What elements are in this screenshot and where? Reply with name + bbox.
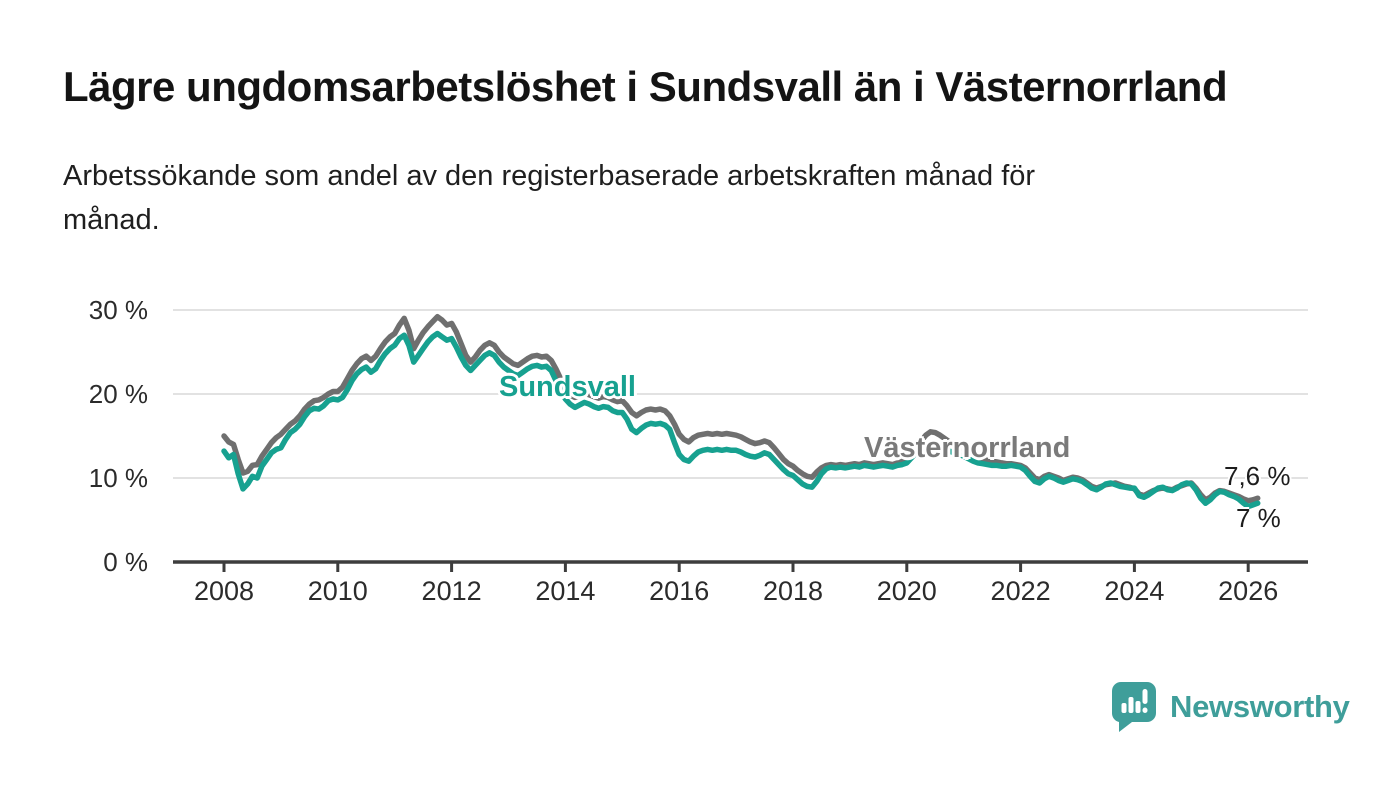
end-value-label-vasternorrland: 7,6 % — [1224, 461, 1291, 491]
svg-text:2012: 2012 — [422, 576, 482, 606]
x-axis — [173, 560, 1308, 572]
svg-text:20 %: 20 % — [89, 379, 148, 409]
series-lines — [221, 313, 1261, 510]
series-label-sundsvall: Sundsvall — [499, 371, 636, 403]
chart-subtitle: Arbetssökande som andel av den registerb… — [63, 160, 1036, 236]
gridlines — [173, 309, 1308, 479]
axis-tick-labels: 30 % 20 % 10 % 0 % 2008 2010 2012 2014 2016 2018 2… — [89, 295, 1279, 606]
svg-text:2024: 2024 — [1104, 576, 1164, 606]
series-label-vasternorrland: Västernorrland — [864, 432, 1071, 464]
newsworthy-logo-text: Newsworthy — [1170, 688, 1350, 724]
newsworthy-logo: Newsworthy — [1111, 681, 1350, 732]
svg-text:2014: 2014 — [535, 576, 595, 606]
svg-text:2016: 2016 — [649, 576, 709, 606]
svg-text:2018: 2018 — [763, 576, 823, 606]
series-line-sundsvall — [221, 330, 1261, 510]
end-value-label-sundsvall: 7 % — [1236, 503, 1281, 533]
svg-text:10 %: 10 % — [89, 463, 148, 493]
svg-text:2010: 2010 — [308, 576, 368, 606]
page-title: Lägre ungdomsarbetslöshet i Sundsvall än… — [63, 63, 1228, 110]
svg-text:30 %: 30 % — [89, 295, 148, 325]
svg-text:2026: 2026 — [1218, 576, 1278, 606]
newsworthy-bubble-chart-icon — [1111, 681, 1159, 732]
series-line-västernorrland — [221, 313, 1261, 504]
svg-text:2020: 2020 — [877, 576, 937, 606]
svg-text:2008: 2008 — [194, 576, 254, 606]
svg-text:2022: 2022 — [991, 576, 1051, 606]
svg-text:0 %: 0 % — [103, 547, 148, 577]
